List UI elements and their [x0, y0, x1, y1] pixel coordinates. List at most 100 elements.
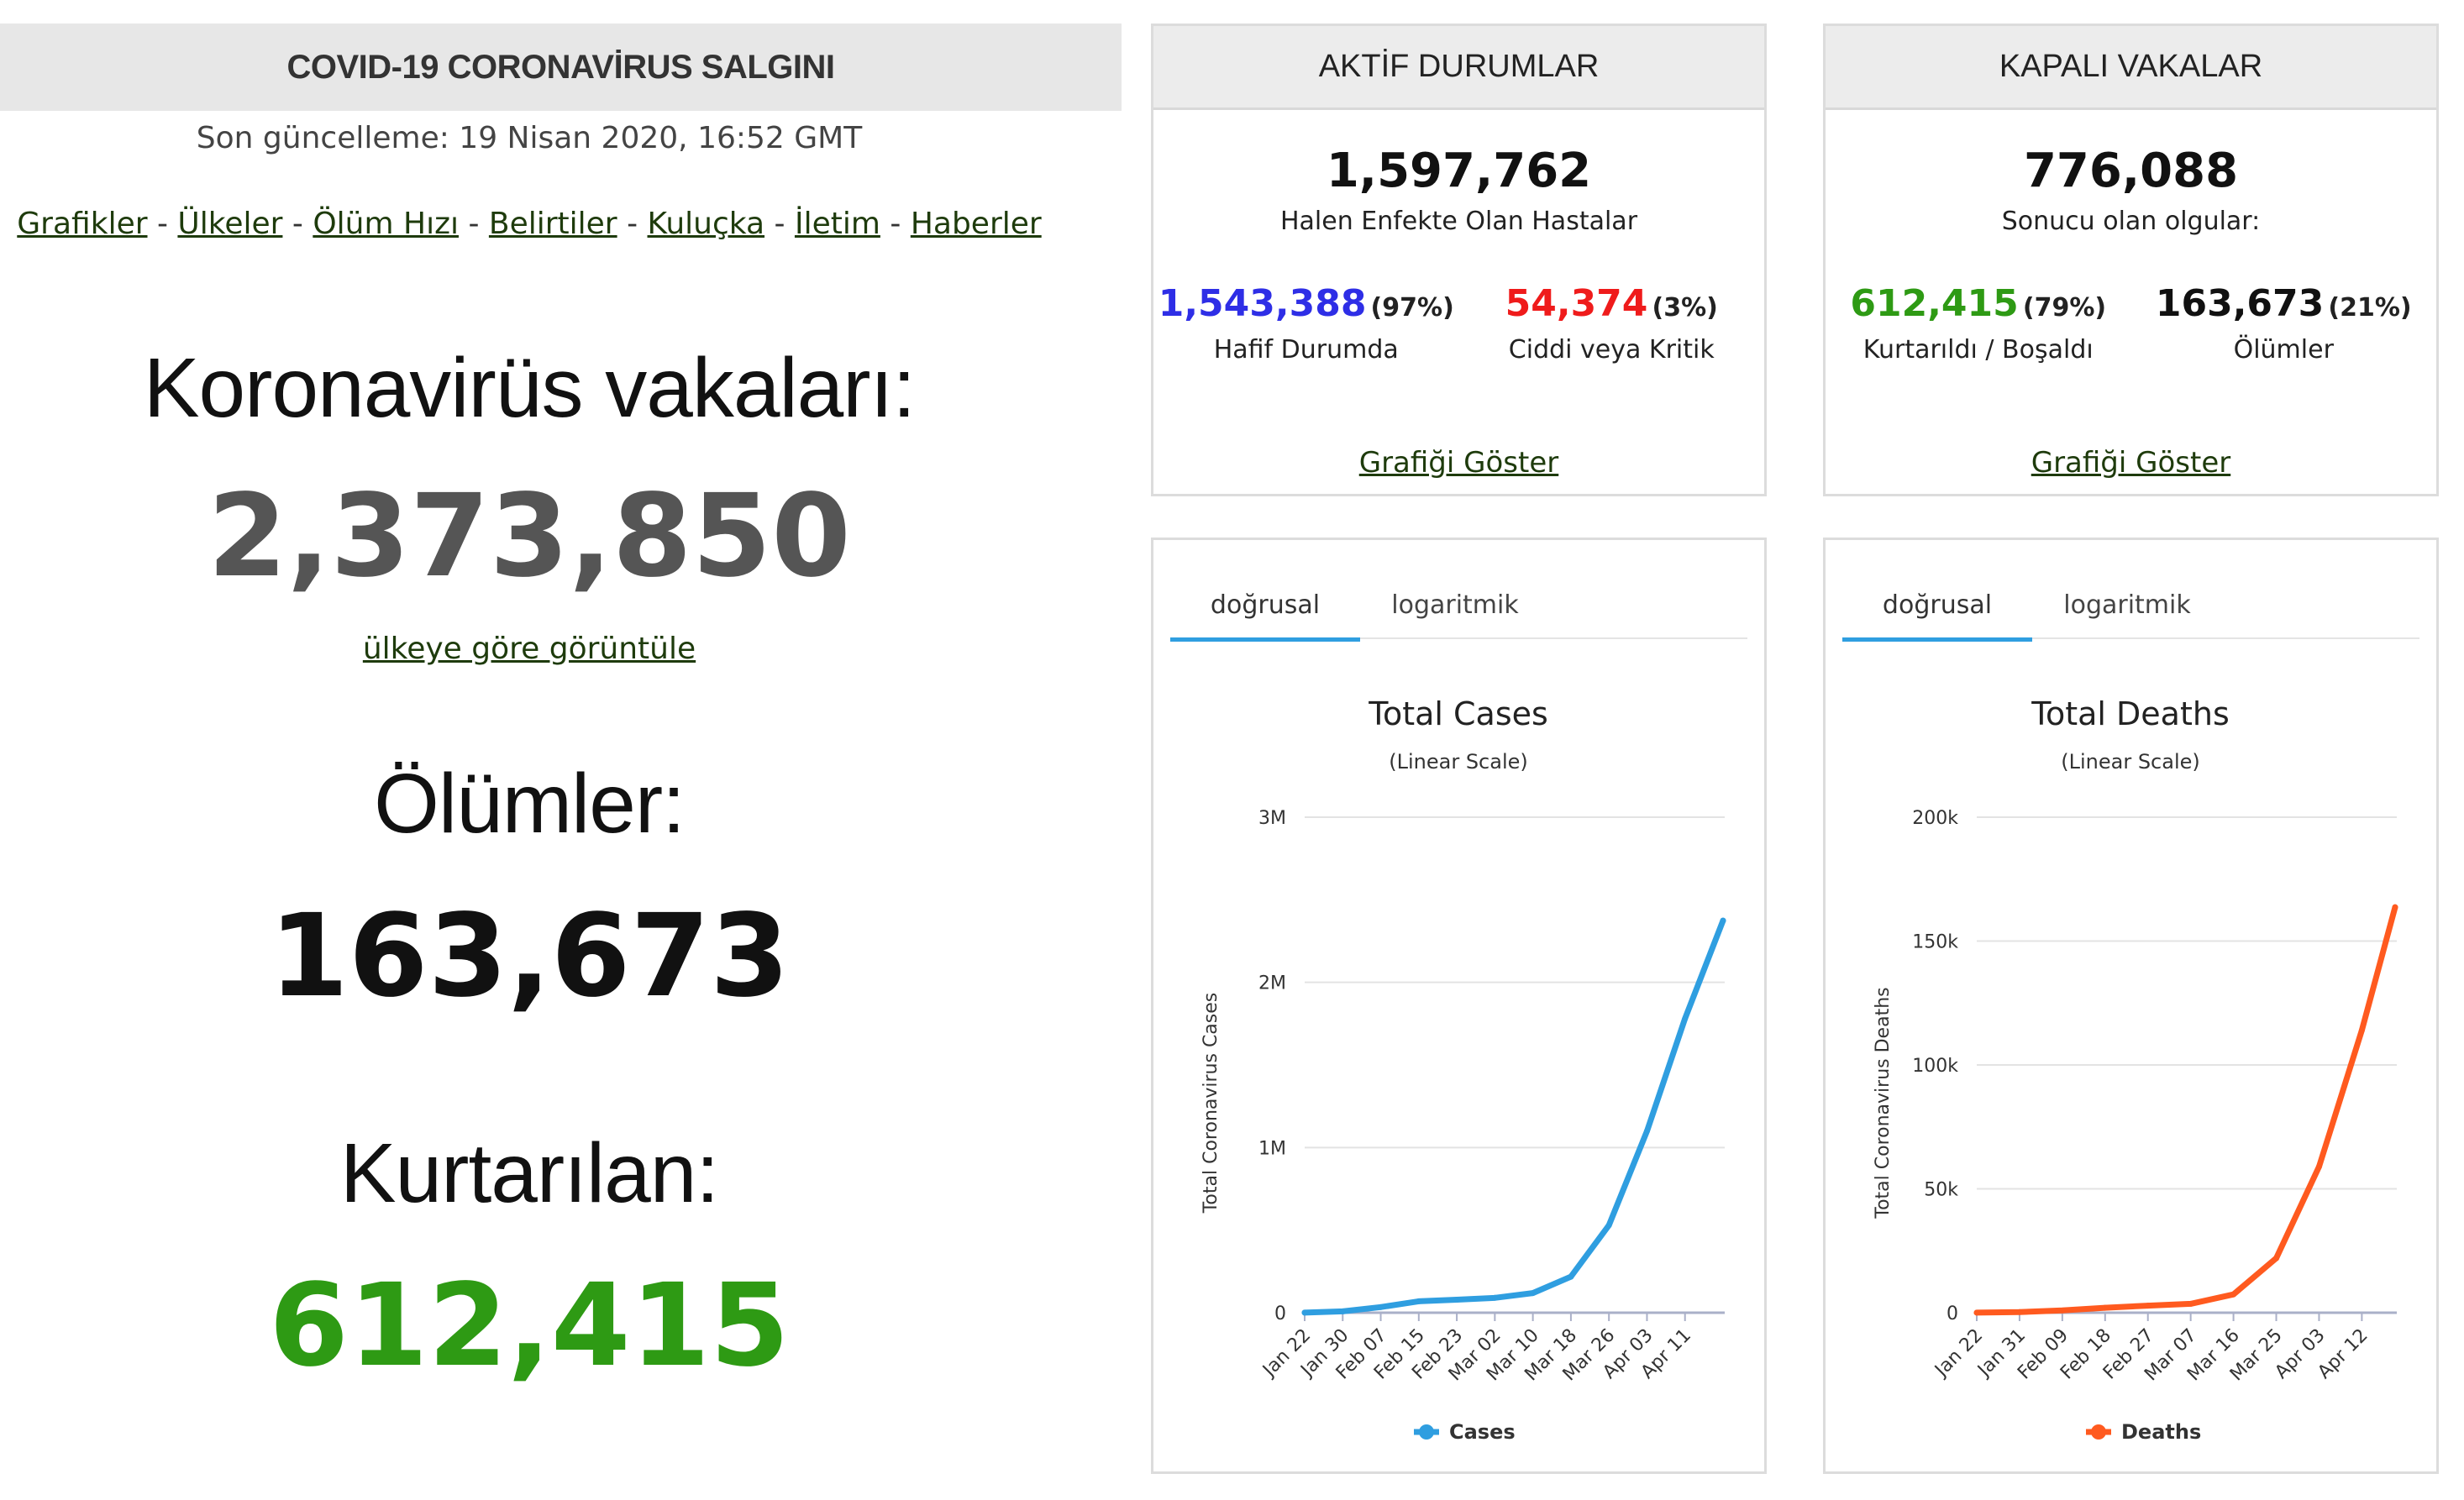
nav-separator: - [774, 207, 785, 241]
cases-scale-tabs: doğrusal logaritmik [1170, 574, 1747, 642]
data-point [2145, 1303, 2151, 1309]
series-line [1973, 904, 2398, 1316]
recovered-discharged-count: 612,415 [1850, 282, 2019, 325]
closed-show-chart-link[interactable]: Grafiği Göster [2031, 446, 2231, 480]
recovered-count: 612,415 [269, 1260, 790, 1392]
data-point [1643, 1128, 1650, 1135]
closed-deaths-percent: (21%) [2328, 293, 2412, 323]
data-point [2016, 1309, 2023, 1315]
data-point [1491, 1294, 1498, 1301]
data-point [1973, 1309, 1980, 1316]
data-point [2358, 1027, 2365, 1034]
active-cases-count: 1,597,762 [1326, 144, 1592, 198]
total-deaths-chart: Total Deaths (Linear Scale) Total Corona… [1873, 695, 2398, 1444]
closed-cases-count: 776,088 [2023, 144, 2239, 198]
y-tick-label: 100k [1912, 1056, 1958, 1077]
legend-marker [1419, 1424, 1434, 1440]
mild-block: 1,543,388 (97%) Hafif Durumda [1153, 282, 1459, 365]
nav-link-ulkeler[interactable]: Ülkeler [177, 207, 283, 241]
legend-label[interactable]: Cases [1449, 1420, 1516, 1444]
data-point [2392, 904, 2398, 910]
tab-logarithmic[interactable]: logaritmik [1391, 590, 1519, 620]
y-tick-label: 200k [1912, 808, 1958, 829]
y-axis-label: Total Coronavirus Cases [1200, 993, 1221, 1214]
recovered-discharged-label: Kurtarıldı / Boşaldı [1862, 335, 2094, 365]
data-point [1301, 1309, 1308, 1316]
tab-logarithmic[interactable]: logaritmik [2063, 590, 2191, 620]
serious-block: 54,374 (3%) Ciddi veya Kritik [1459, 282, 1765, 365]
chart-subtitle: (Linear Scale) [2061, 750, 2200, 774]
data-point [1568, 1273, 1574, 1280]
data-point [1339, 1308, 1346, 1314]
closed-deaths-count: 163,673 [2155, 282, 2325, 325]
y-tick-label: 50k [1924, 1180, 1958, 1201]
serious-label: Ciddi veya Kritik [1508, 335, 1715, 365]
data-point [1416, 1298, 1422, 1304]
data-point [1530, 1290, 1537, 1297]
deaths-scale-tabs: doğrusal logaritmik [1842, 574, 2419, 642]
y-tick-label: 1M [1258, 1138, 1286, 1159]
nav-link-haberler[interactable]: Haberler [910, 207, 1042, 241]
cases-label: Koronavirüs vakaları: [143, 341, 916, 435]
active-cases-sub: Halen Enfekte Olan Hastalar [1279, 207, 1638, 236]
chart-subtitle: (Linear Scale) [1389, 750, 1528, 774]
total-cases-chart-panel: doğrusal logaritmik Total Cases (Linear … [1151, 538, 1767, 1474]
mild-count: 1,543,388 [1158, 282, 1367, 325]
serious-percent: (3%) [1652, 293, 1718, 323]
data-point [1720, 917, 1726, 924]
nav-separator: - [627, 207, 638, 241]
view-by-country-link[interactable]: ülkeye göre görüntüle [362, 632, 696, 666]
x-tick-label: Jan 22 [1930, 1325, 1987, 1382]
nav-separator: - [292, 207, 303, 241]
total-deaths-chart-panel: doğrusal logaritmik Total Deaths (Linear… [1823, 538, 2439, 1474]
tab-linear[interactable]: doğrusal [1170, 574, 1360, 642]
recovered-percent: (79%) [2022, 293, 2107, 323]
closed-deaths-block: 163,673 (21%) Ölümler [2131, 282, 2437, 365]
active-show-chart-link[interactable]: Grafiği Göster [1358, 446, 1559, 480]
data-point [1453, 1296, 1460, 1303]
y-tick-label: 3M [1258, 808, 1286, 829]
data-point [2273, 1255, 2280, 1261]
data-point [2315, 1163, 2322, 1170]
legend-label[interactable]: Deaths [2121, 1420, 2201, 1444]
data-point [2102, 1304, 2109, 1311]
mild-label: Hafif Durumda [1213, 335, 1399, 365]
total-cases-chart: Total Cases (Linear Scale) Total Coronav… [1200, 695, 1726, 1444]
deaths-label: Ölümler: [374, 757, 686, 851]
data-point [2059, 1307, 2066, 1314]
nav-link-kulucka[interactable]: Kuluçka [647, 207, 765, 241]
legend-marker [2091, 1424, 2106, 1440]
cases-count: 2,373,850 [208, 470, 851, 603]
closed-deaths-label: Ölümler [2233, 335, 2334, 365]
y-tick-label: 150k [1912, 932, 1958, 953]
nav-link-iletim[interactable]: İletim [794, 207, 880, 241]
active-cases-panel: AKTİF DURUMLAR 1,597,762 Halen Enfekte O… [1151, 24, 1767, 496]
page-title: COVID-19 CORONAVİRUS SALGINI [286, 48, 836, 86]
serious-count: 54,374 [1505, 282, 1648, 325]
data-point [1378, 1303, 1384, 1310]
y-axis-label: Total Coronavirus Deaths [1873, 987, 1894, 1219]
nav-separator: - [890, 207, 901, 241]
tab-linear[interactable]: doğrusal [1842, 574, 2032, 642]
nav-separator: - [156, 207, 168, 241]
series-line [1301, 917, 1726, 1316]
nav-link-olum-hizi[interactable]: Ölüm Hızı [313, 207, 459, 241]
y-tick-label: 0 [1274, 1303, 1286, 1324]
nav-separator: - [468, 207, 480, 241]
y-tick-label: 0 [1947, 1303, 1958, 1324]
nav-link-grafikler[interactable]: Grafikler [17, 207, 148, 241]
page-header: COVID-19 CORONAVİRUS SALGINI [0, 24, 1122, 111]
active-cases-title: AKTİF DURUMLAR [1153, 26, 1764, 110]
closed-cases-sub: Sonucu olan olgular: [2001, 207, 2261, 236]
last-update: Son güncelleme: 19 Nisan 2020, 16:52 GMT [196, 121, 863, 155]
nav-link-belirtiler[interactable]: Belirtiler [488, 207, 617, 241]
mild-percent: (97%) [1370, 293, 1454, 323]
chart-title: Total Deaths [2031, 695, 2230, 732]
closed-cases-panel: KAPALI VAKALAR 776,088 Sonucu olan olgul… [1823, 24, 2439, 496]
data-point [2188, 1300, 2194, 1307]
data-point [1605, 1222, 1612, 1229]
recovered-label: Kurtarılan: [339, 1126, 719, 1220]
data-point [1682, 1015, 1689, 1022]
data-point [2230, 1291, 2237, 1298]
chart-title: Total Cases [1368, 695, 1548, 732]
